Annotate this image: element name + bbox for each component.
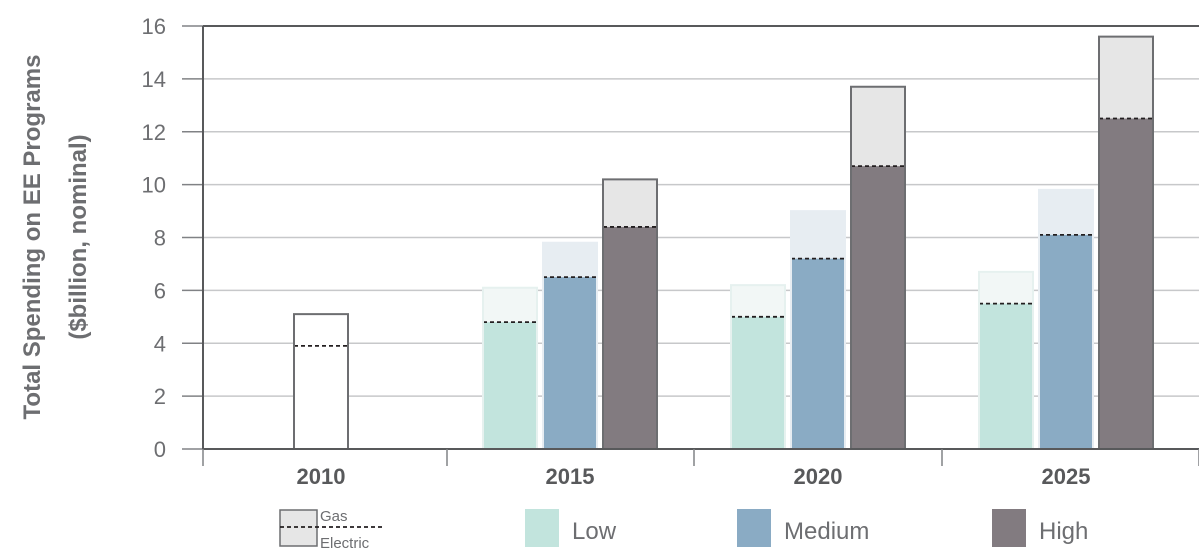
- legend-item-low: Low: [525, 509, 617, 547]
- electric-segment: [731, 316, 785, 449]
- legend-gas-label: Gas: [320, 508, 348, 525]
- electric-segment: [979, 303, 1033, 449]
- electric-segment: [603, 226, 657, 449]
- legend-swatch: [992, 509, 1026, 547]
- bar-outline: [790, 210, 846, 449]
- gas-segment: [294, 314, 348, 346]
- plot-frame: [202, 25, 1199, 450]
- legend: Gas Electric Low Medium High: [279, 508, 1088, 552]
- gas-segment: [731, 285, 785, 317]
- electric-segment: [791, 258, 845, 449]
- legend-swatch: [525, 509, 559, 547]
- bar-outline: [602, 178, 658, 449]
- legend-key-swatch: [279, 509, 318, 547]
- gas-segment: [979, 271, 1033, 304]
- gas-segment: [603, 179, 657, 227]
- electric-segment: [851, 166, 905, 449]
- electric-segment: [543, 277, 597, 449]
- legend-item-medium: Medium: [737, 509, 869, 547]
- y-tick-label: 6: [154, 278, 166, 303]
- gas-segment: [851, 86, 905, 167]
- gas-segment: [791, 211, 845, 259]
- y-axis-label: Total Spending on EE Programs ($billion,…: [19, 55, 92, 420]
- legend-electric-label: Electric: [320, 535, 370, 552]
- y-tick-label: 10: [142, 173, 166, 198]
- y-axis-label-line-1: Total Spending on EE Programs: [19, 55, 46, 420]
- y-tick-label: 0: [154, 437, 166, 462]
- bar-outline: [1038, 188, 1094, 449]
- legend-label: Medium: [784, 518, 869, 545]
- x-tick-label: 2015: [546, 464, 595, 489]
- y-tick-label: 14: [142, 67, 166, 92]
- y-tick-label: 4: [154, 331, 166, 356]
- y-tick-label: 2: [154, 384, 166, 409]
- gas-segment: [1039, 189, 1093, 235]
- legend-label: Low: [572, 518, 617, 545]
- y-tick-labels: 0 2 4 6 8 10 12 14 16: [142, 14, 203, 462]
- electric-segment: [483, 322, 537, 449]
- gas-segment: [1099, 36, 1153, 119]
- legend-item-high: High: [992, 509, 1088, 547]
- gas-segment: [483, 287, 537, 323]
- y-tick-label: 12: [142, 120, 166, 145]
- bar-outline: [850, 85, 906, 449]
- electric-segment: [294, 345, 348, 449]
- gas-segment: [543, 242, 597, 278]
- x-tick-label: 2025: [1042, 464, 1091, 489]
- bar-outline: [978, 270, 1034, 449]
- x-tick-label: 2020: [794, 464, 843, 489]
- bar-outline: [542, 241, 598, 449]
- bars: [293, 35, 1154, 449]
- legend-label: High: [1039, 518, 1088, 545]
- bar-outline: [293, 313, 349, 449]
- y-tick-label: 8: [154, 226, 166, 251]
- bar-outline: [1098, 35, 1154, 449]
- y-axis-label-line-2: ($billion, nominal): [65, 134, 92, 339]
- legend-key-gas-electric: Gas Electric: [279, 508, 384, 552]
- electric-segment: [1039, 234, 1093, 449]
- bar-outline: [730, 284, 786, 449]
- x-tick-label: 2010: [297, 464, 346, 489]
- y-tick-label: 16: [142, 14, 166, 39]
- gridlines: [203, 78, 1199, 397]
- bar-outline: [482, 286, 538, 449]
- x-tick-labels: 2010 2015 2020 2025: [202, 449, 1199, 489]
- electric-segment: [1099, 118, 1153, 449]
- legend-swatch: [737, 509, 771, 547]
